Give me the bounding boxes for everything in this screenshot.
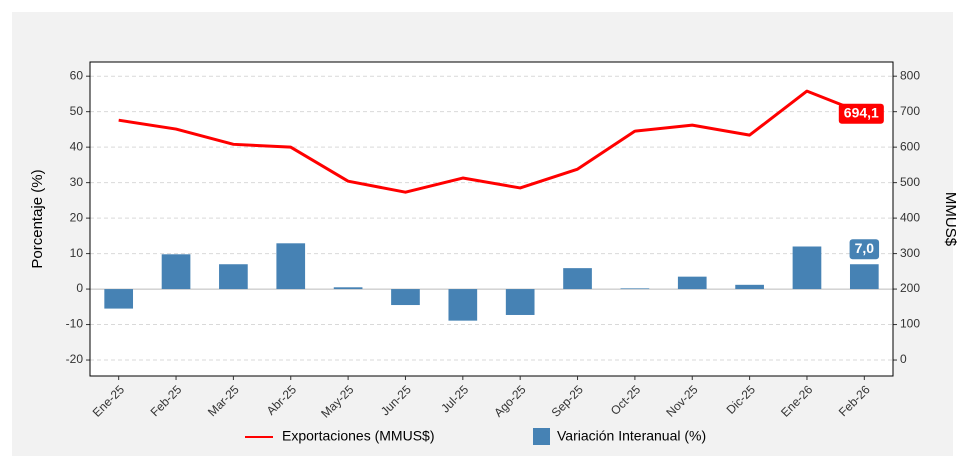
bar	[792, 246, 822, 290]
bar	[677, 276, 707, 290]
legend-label: Variación Interanual (%)	[557, 428, 706, 444]
data-label-box	[838, 103, 884, 124]
data-label: 694,1	[844, 104, 879, 120]
y2-tick-label: 500	[900, 175, 920, 189]
y2-tick-label: 100	[900, 317, 920, 331]
y-tick-label: 60	[70, 68, 84, 82]
data-label-box	[849, 239, 880, 260]
bar	[219, 264, 248, 290]
y2-tick-label: 800	[900, 68, 920, 82]
y-tick-label: 40	[70, 139, 84, 153]
plot-background	[90, 62, 893, 376]
y2-tick-label: 300	[900, 246, 920, 260]
bar	[276, 243, 306, 290]
data-label: 7,0	[855, 240, 875, 256]
bar	[849, 264, 879, 290]
bar	[391, 289, 420, 306]
y-tick-label: -20	[66, 352, 84, 366]
bar	[735, 284, 764, 290]
y-tick-label: 20	[70, 210, 84, 224]
legend-swatch	[533, 428, 550, 445]
y2-tick-label: 600	[900, 139, 920, 153]
legend-label: Exportaciones (MMUS$)	[282, 428, 435, 444]
y2-axis-label: MMUS$	[942, 192, 959, 247]
bar	[161, 254, 191, 290]
y-tick-label: 0	[76, 281, 83, 295]
bar	[104, 289, 134, 309]
y2-tick-label: 700	[900, 104, 920, 118]
y2-tick-label: 0	[900, 352, 907, 366]
y-axis-label: Porcentaje (%)	[29, 169, 46, 268]
plot-frame	[89, 61, 894, 377]
bar	[448, 289, 478, 321]
y2-tick-label: 400	[900, 210, 920, 224]
y-tick-label: -10	[66, 317, 84, 331]
bar	[620, 288, 650, 290]
y-tick-label: 10	[70, 246, 84, 260]
y-tick-label: 30	[70, 175, 84, 189]
bar	[505, 289, 535, 315]
bar	[563, 268, 592, 290]
y2-tick-label: 200	[900, 281, 920, 295]
y-tick-label: 50	[70, 104, 84, 118]
line	[118, 89, 865, 194]
bar	[333, 287, 363, 290]
